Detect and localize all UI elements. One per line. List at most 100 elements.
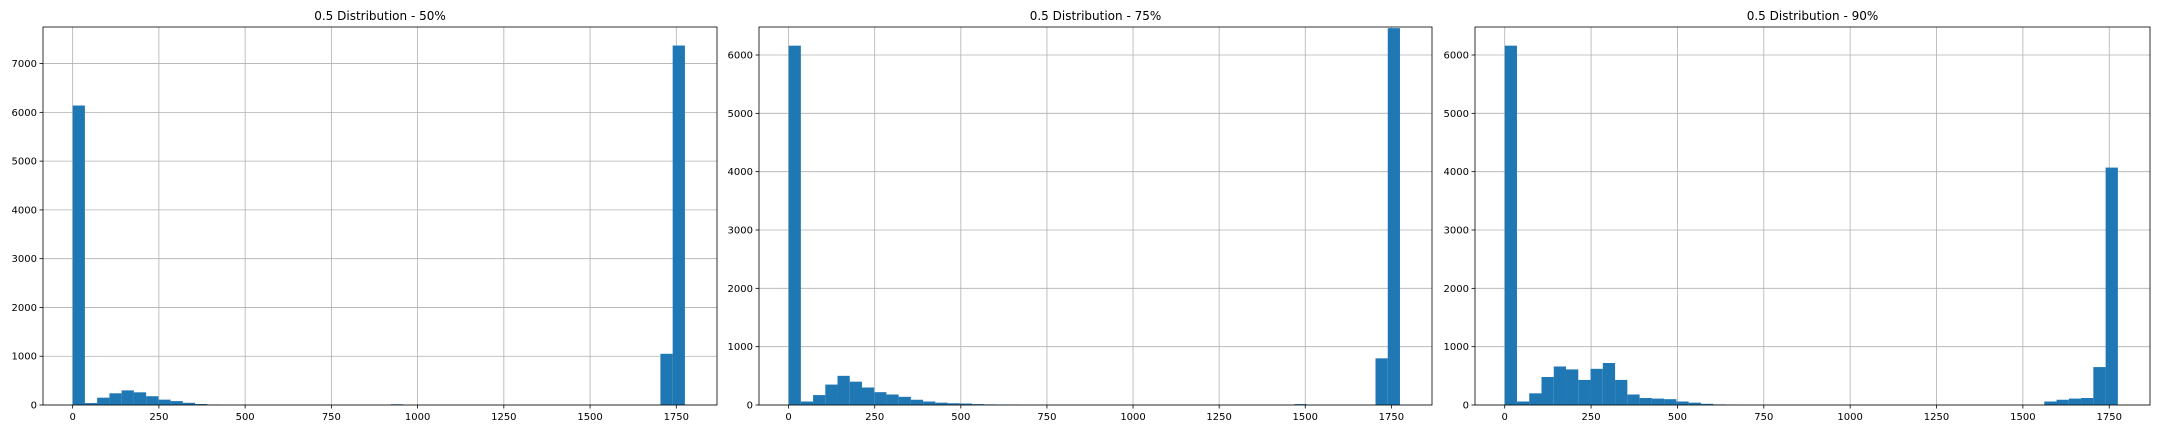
histogram-bar [825,384,838,405]
y-tick-label: 0 [1463,401,1469,412]
x-tick-label: 0 [1502,412,1508,423]
histogram-bar [660,353,673,405]
histogram-bar [84,403,98,405]
x-tick-label: 1000 [1120,412,1145,423]
y-tick-label: 6000 [1444,51,1469,62]
histogram-bar [813,395,826,405]
x-tick-label: 250 [865,412,884,423]
y-tick-label: 0 [31,401,37,412]
histogram-bar [2068,398,2082,405]
chart-distribution-50: 0.5 Distribution - 50% 0 250 500 750 1000 125… [12,9,718,423]
histogram-bar [923,401,936,405]
histogram-bar [874,392,887,405]
y-tick-label: 4000 [728,167,753,178]
x-axis: 0 250 500 750 1000 1250 1500 1750 [785,405,1404,423]
histogram-bar [1504,45,1517,406]
histogram-bar [947,403,960,405]
y-tick-label: 3000 [12,254,37,265]
axes-frame [42,26,718,406]
histogram-bar [1676,401,1689,405]
histogram-bar [72,105,85,405]
x-tick-label: 750 [322,412,341,423]
x-axis: 0 250 500 750 1000 1250 1500 1750 [69,405,689,423]
histogram-bar [1578,379,1591,405]
histogram-bar [1639,398,1652,405]
y-tick-label: 3000 [728,226,753,237]
histogram-bar [2044,401,2057,405]
histogram-bar [182,402,196,405]
histogram-bar [1651,398,1665,405]
plot-area [1475,27,2150,405]
histogram-bar [109,393,122,405]
histogram-bar [2081,398,2094,405]
histogram-bar [1553,366,1567,405]
x-tick-label: 1500 [2010,412,2035,423]
x-tick-label: 250 [149,412,168,423]
histogram-bar [1566,369,1579,405]
x-tick-label: 1750 [1379,412,1404,423]
chart-title: 0.5 Distribution - 90% [1747,9,1879,23]
histogram-bars [1504,45,2118,406]
x-tick-label: 0 [785,412,791,423]
axes-frame [1474,26,2151,406]
histogram-bar [2056,399,2069,405]
histogram-bar [1590,368,1603,405]
x-tick-label: 1750 [664,412,689,423]
y-tick-label: 1000 [1444,342,1469,353]
histogram-bar [1700,403,1714,405]
x-tick-label: 0 [69,412,75,423]
y-tick-label: 2000 [1444,284,1469,295]
histogram-bar [972,404,985,405]
histogram-bar [2105,167,2118,405]
histogram-bar [1516,401,1530,405]
axes-frame [758,26,1433,406]
x-tick-label: 1750 [2097,412,2122,423]
chart-title: 0.5 Distribution - 75% [1030,9,1162,23]
histogram-bar [1627,394,1640,405]
histogram-bars [72,45,685,406]
x-tick-label: 250 [1582,412,1601,423]
chart-distribution-75: 0.5 Distribution - 75% 0 250 500 750 1000 125… [728,9,1433,423]
y-tick-label: 6000 [12,108,37,119]
histogram-bar [158,399,171,405]
y-tick-label: 3000 [1444,226,1469,237]
chart-title: 0.5 Distribution - 50% [314,9,446,23]
histogram-bar [170,401,183,405]
y-axis: 0 1000 2000 3000 4000 5000 6000 [1444,51,1475,412]
histogram-bar [1615,379,1628,405]
x-tick-label: 1250 [1206,412,1231,423]
y-tick-label: 2000 [728,284,753,295]
x-tick-label: 1500 [1293,412,1318,423]
histogram-bar [849,381,862,405]
histogram-bar [788,45,801,406]
histogram-bar [2093,367,2106,405]
histogram-bar [195,404,208,405]
histogram-bar [800,401,814,405]
y-tick-label: 6000 [728,51,753,62]
histogram-bar [121,390,134,405]
plot-area [759,27,1432,405]
grid [43,27,717,406]
y-tick-label: 2000 [12,303,37,314]
y-tick-label: 7000 [12,59,37,70]
histogram-bar [898,396,911,405]
histogram-bar [1529,393,1542,405]
histogram-bar [837,375,850,405]
y-tick-label: 5000 [728,109,753,120]
plot-area [43,27,717,405]
x-tick-label: 750 [1037,412,1056,423]
histogram-bar [861,387,875,405]
y-tick-label: 4000 [1444,167,1469,178]
histogram-bars [788,28,1400,406]
histogram-bar [1294,404,1307,405]
x-tick-label: 500 [1668,412,1687,423]
y-tick-label: 4000 [12,205,37,216]
histogram-bar [886,394,899,405]
histogram-bar [1664,399,1677,405]
y-tick-label: 5000 [12,157,37,168]
y-axis: 0 1000 2000 3000 4000 5000 6000 7000 [12,59,43,412]
x-tick-label: 750 [1754,412,1773,423]
y-tick-label: 5000 [1444,109,1469,120]
histogram-bar [935,402,948,405]
